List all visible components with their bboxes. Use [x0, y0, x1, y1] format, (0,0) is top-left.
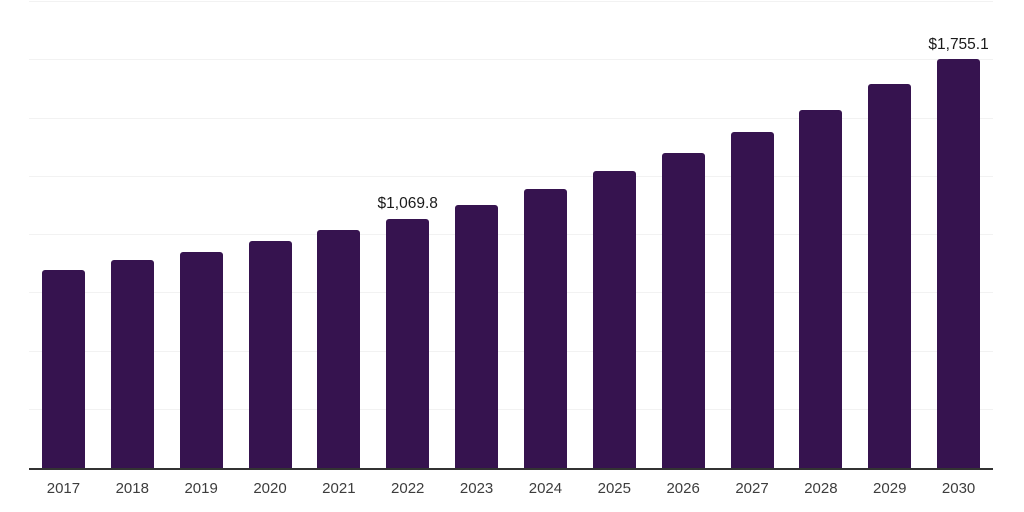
x-tick-label-2027: 2027: [735, 480, 769, 497]
bar-slot: [442, 2, 511, 468]
bar-slot: [924, 2, 993, 468]
x-tick-label-2018: 2018: [115, 480, 149, 497]
bar-2029: [868, 84, 912, 468]
x-tick-label-2028: 2028: [804, 480, 838, 497]
bar-2027: [730, 132, 774, 468]
bar-2021: [317, 229, 361, 468]
bar-slot: [580, 2, 649, 468]
x-tick-label-2020: 2020: [253, 480, 287, 497]
bar-slot: [511, 2, 580, 468]
bar-slot: [98, 2, 167, 468]
bar-slot: [304, 2, 373, 468]
bar-2018: [110, 260, 154, 468]
bar-2019: [179, 251, 223, 468]
bar-slot: [373, 2, 442, 468]
bar-value-label-2030: $1,755.1: [928, 35, 989, 53]
x-tick-label-2029: 2029: [873, 480, 907, 497]
x-tick-label-2024: 2024: [528, 480, 563, 497]
x-tick-label-2030: 2030: [941, 480, 976, 497]
bar-2020: [248, 240, 292, 468]
bars-row: [29, 2, 993, 468]
bar-slot: [718, 2, 787, 468]
x-tick-label-2023: 2023: [459, 480, 494, 497]
x-tick-label-2025: 2025: [597, 480, 631, 497]
bar-slot: [786, 2, 855, 468]
x-tick-label-2026: 2026: [666, 480, 700, 497]
bar-slot: [855, 2, 924, 468]
bar-value-label-2022: $1,069.8: [377, 195, 438, 213]
bar-2030: [937, 59, 981, 468]
x-tick-label-2021: 2021: [322, 480, 356, 497]
bar-2026: [661, 152, 705, 468]
bar-2017: [41, 270, 85, 468]
x-tick-label-2022: 2022: [391, 480, 425, 497]
bar-slot: [236, 2, 305, 468]
bar-slot: [167, 2, 236, 468]
bar-2022: [386, 218, 430, 468]
bar-2024: [523, 188, 567, 468]
bar-slot: [649, 2, 718, 468]
x-tick-label-2017: 2017: [46, 480, 81, 497]
x-tick-label-2019: 2019: [184, 480, 218, 497]
plot-area: $1,069.8 $1,755.1: [29, 1, 993, 470]
chart-container: $1,069.8 $1,755.1 2017 2018 2019 2020 2021 202…: [29, 1, 993, 512]
bar-slot: [29, 2, 98, 468]
bar-2023: [455, 204, 499, 468]
x-axis-labels: 2017 2018 2019 2020 2021 2022 2023 2024 2025 2026…: [29, 480, 993, 498]
bar-2028: [799, 110, 843, 468]
bar-2025: [592, 170, 636, 468]
